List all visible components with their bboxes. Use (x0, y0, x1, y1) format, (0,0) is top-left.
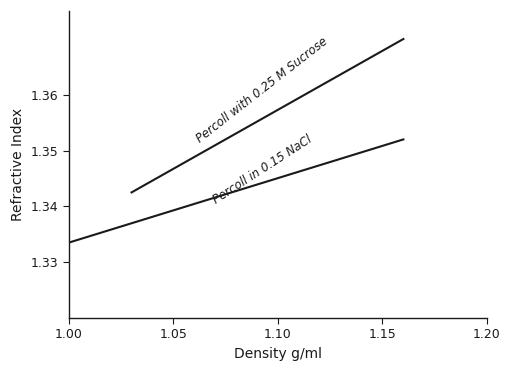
Text: Percoll with 0.25 M Sucrose: Percoll with 0.25 M Sucrose (194, 35, 331, 145)
Y-axis label: Refractive Index: Refractive Index (11, 108, 25, 221)
Text: Percoll in 0.15 NaCl: Percoll in 0.15 NaCl (211, 133, 315, 206)
X-axis label: Density g/ml: Density g/ml (234, 347, 322, 361)
